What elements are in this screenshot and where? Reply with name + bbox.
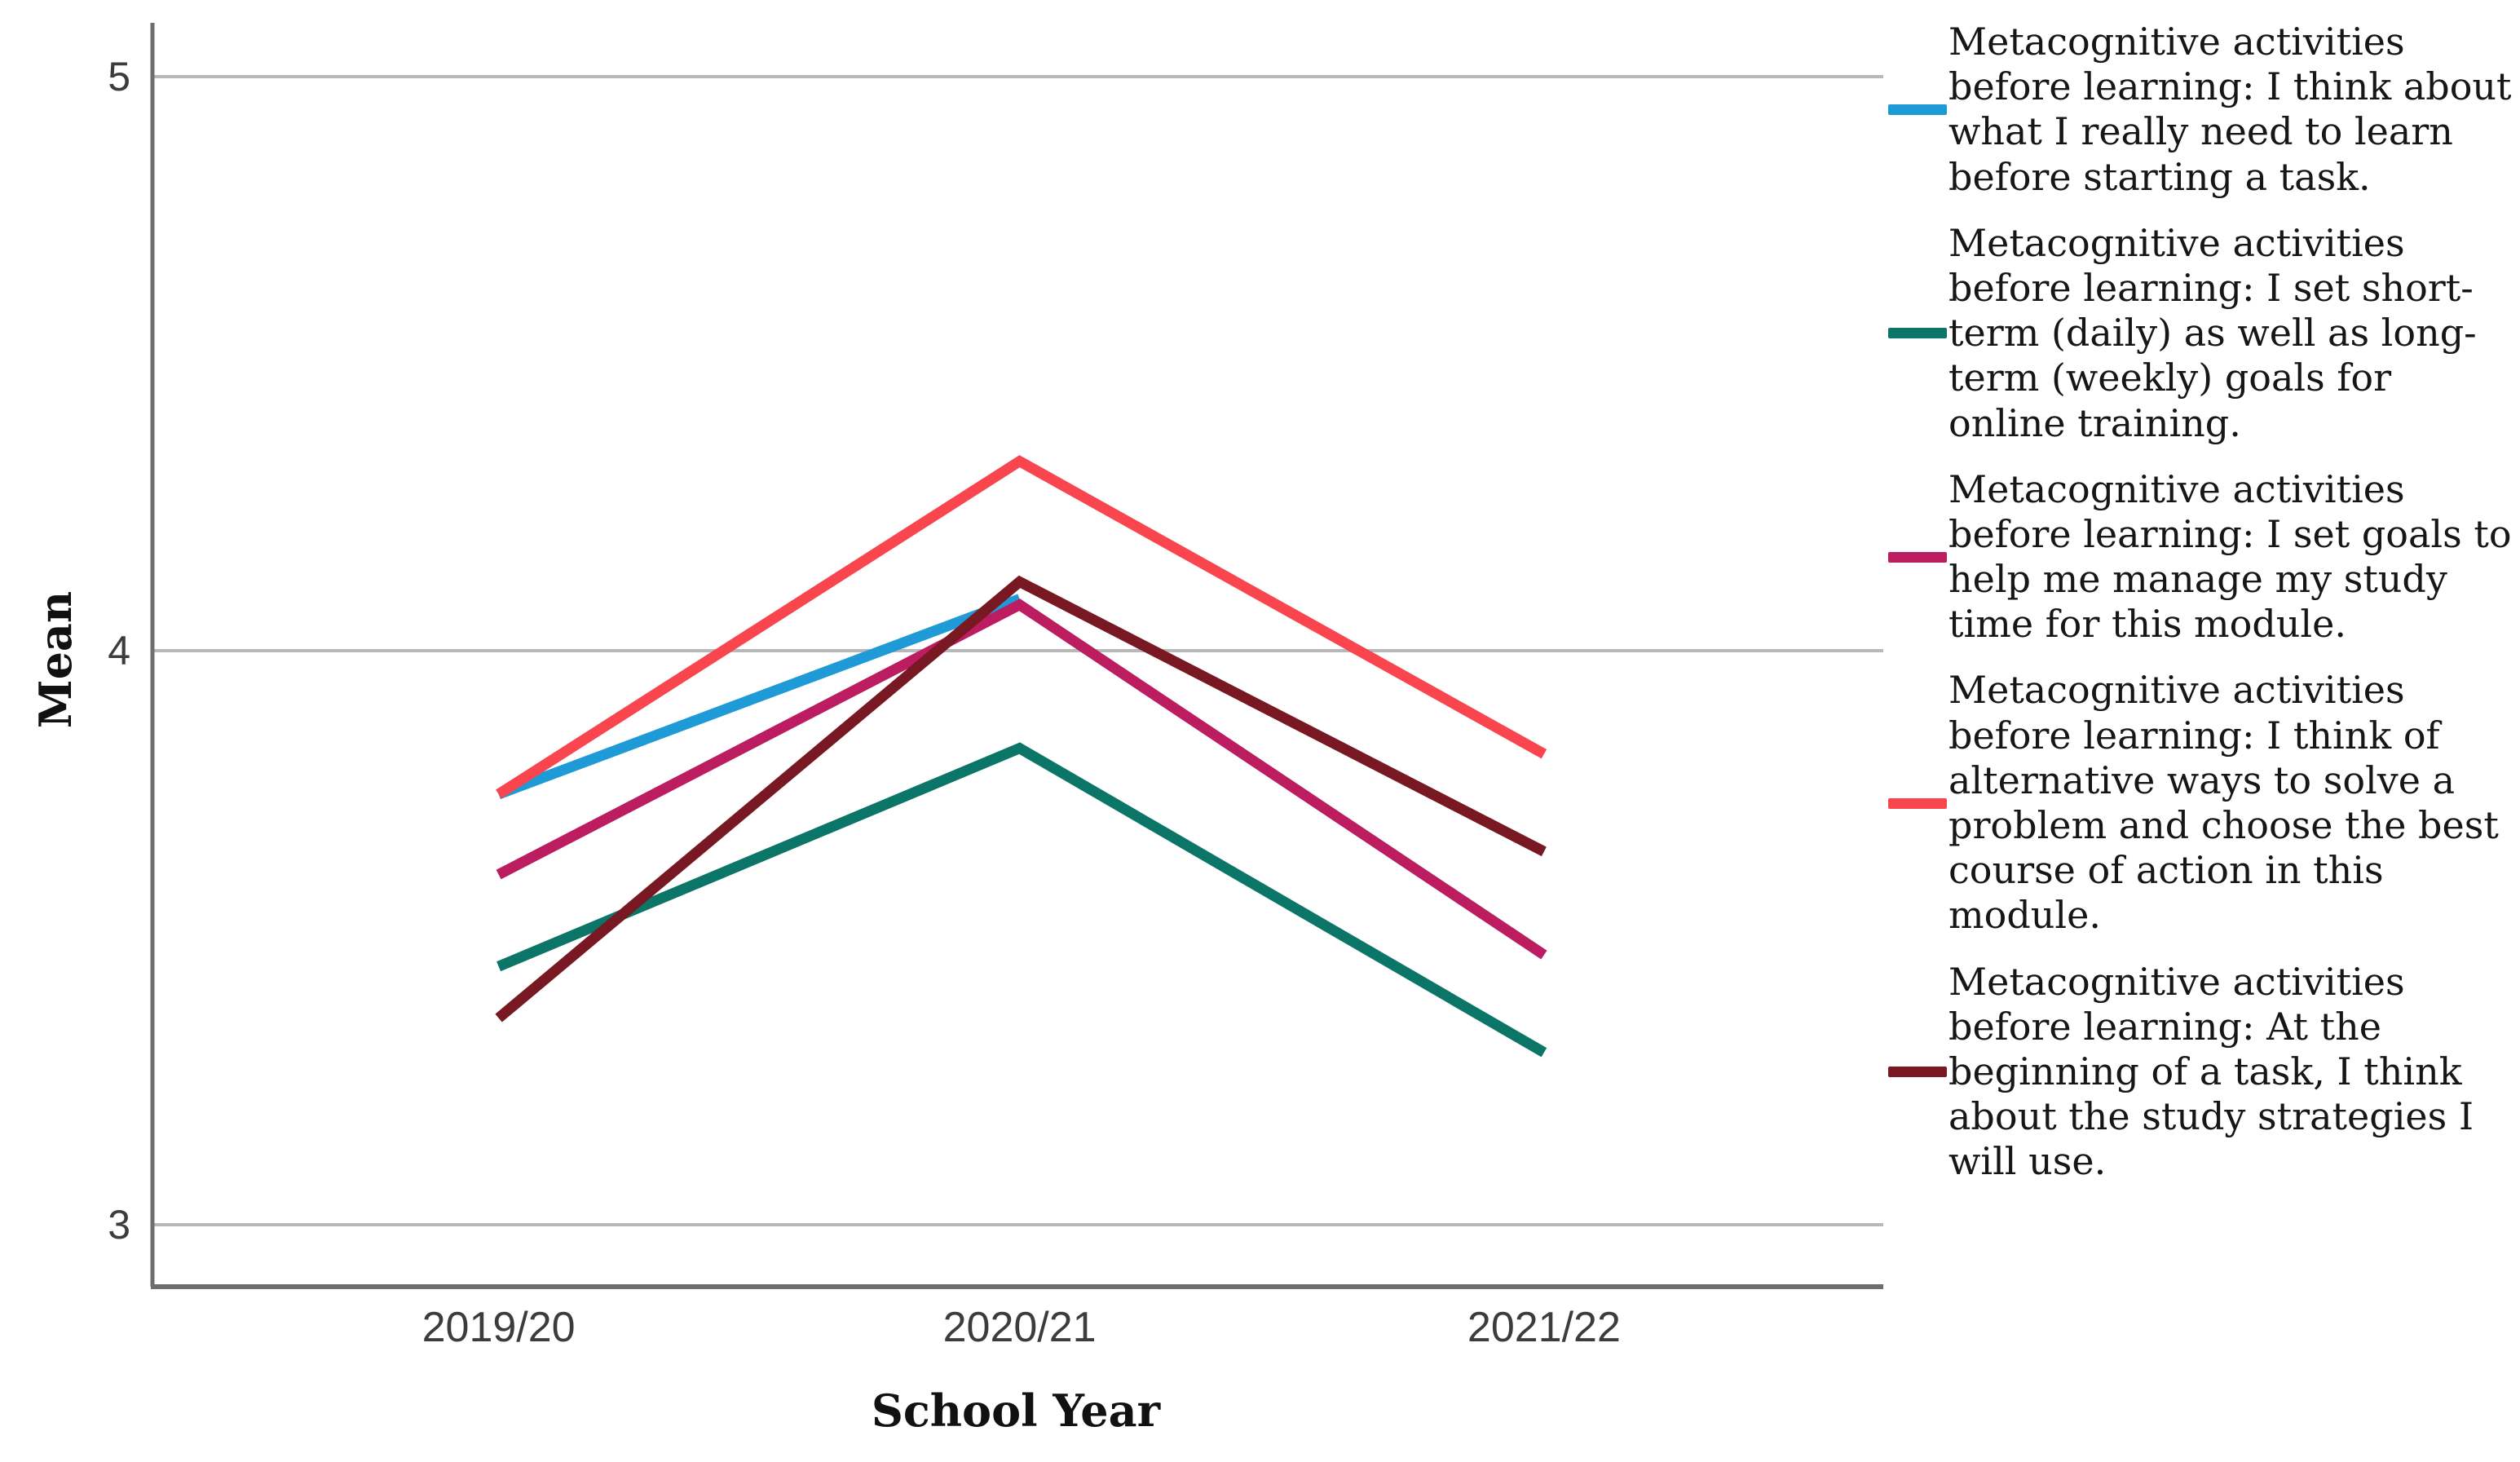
series-line-0: [496, 594, 1022, 800]
legend-line-swatch-icon: [1888, 797, 1947, 809]
legend-item-label: Metacognitive activities before learning…: [1948, 220, 2477, 445]
legend-item-0: Metacognitive activities before learning…: [1888, 20, 2520, 200]
legend: Metacognitive activities before learning…: [1888, 20, 2520, 1185]
x-tick-label-2: 2021/22: [1467, 1304, 1621, 1351]
legend-swatch-wrap: [1888, 551, 1948, 563]
legend-item-1: Metacognitive activities before learning…: [1888, 221, 2520, 446]
y-tick-label-3: 3: [108, 1202, 130, 1248]
series-line-3: [496, 455, 1547, 799]
legend-item-label: Metacognitive activities before learning…: [1948, 668, 2499, 938]
series-line-2: [496, 598, 1547, 960]
x-tick-label-1: 2020/21: [942, 1304, 1097, 1351]
legend-item-label: Metacognitive activities before learning…: [1948, 466, 2512, 647]
legend-swatch-wrap: [1888, 797, 1948, 809]
legend-item-2: Metacognitive activities before learning…: [1888, 467, 2520, 647]
x-axis-title: School Year: [871, 1385, 1161, 1437]
legend-line-swatch-icon: [1888, 1067, 1947, 1078]
legend-line-swatch-icon: [1888, 104, 1947, 115]
legend-line-swatch-icon: [1888, 328, 1947, 339]
legend-item-label: Metacognitive activities before learning…: [1948, 20, 2512, 199]
legend-swatch-wrap: [1888, 1067, 1948, 1078]
y-tick-label-5: 5: [108, 54, 130, 99]
series-line-4: [495, 575, 1547, 1023]
x-tick-label-0: 2019/20: [421, 1304, 576, 1351]
legend-swatch-wrap: [1888, 104, 1948, 115]
y-tick-label-4: 4: [108, 628, 130, 674]
legend-item-label: Metacognitive activities before learning…: [1948, 959, 2474, 1184]
legend-swatch-wrap: [1888, 328, 1948, 339]
series-line-1: [496, 742, 1547, 1058]
legend-line-swatch-icon: [1888, 551, 1947, 563]
legend-item-3: Metacognitive activities before learning…: [1888, 668, 2520, 938]
legend-item-4: Metacognitive activities before learning…: [1888, 960, 2520, 1185]
